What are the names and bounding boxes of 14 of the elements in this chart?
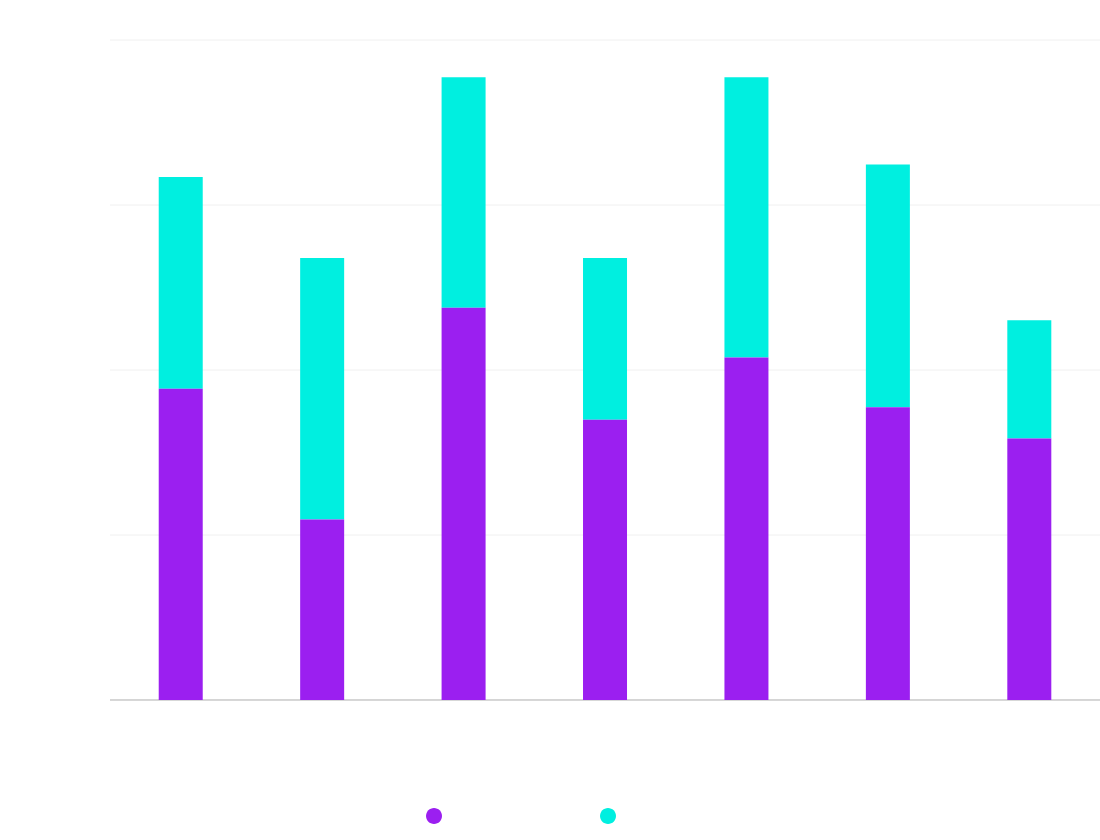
bar bbox=[1007, 320, 1052, 439]
bar bbox=[1007, 438, 1052, 700]
bar bbox=[583, 257, 628, 420]
bar bbox=[300, 519, 345, 700]
bar bbox=[724, 77, 769, 358]
bar bbox=[865, 407, 910, 700]
bar bbox=[865, 164, 910, 408]
bar bbox=[441, 77, 486, 308]
bar bbox=[158, 176, 203, 389]
bar bbox=[583, 419, 628, 700]
bar bbox=[441, 307, 486, 700]
bar bbox=[300, 257, 345, 520]
bar bbox=[158, 388, 203, 700]
bar bbox=[724, 357, 769, 700]
